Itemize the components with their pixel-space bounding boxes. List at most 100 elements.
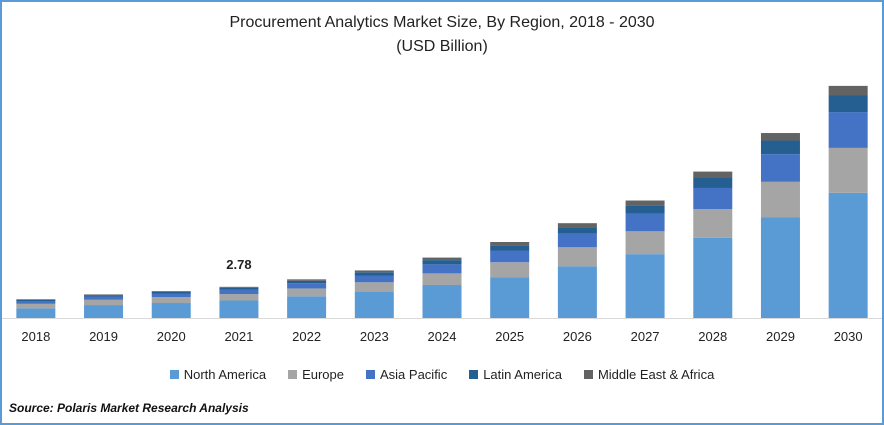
legend-swatch xyxy=(169,370,179,379)
legend-item: Latin America xyxy=(469,367,562,382)
x-tick-label: 2027 xyxy=(631,329,660,344)
legend-swatch xyxy=(583,370,593,379)
bar-segment xyxy=(16,308,56,318)
legend-label: Asia Pacific xyxy=(380,367,448,382)
bar-segment xyxy=(557,247,597,267)
bar-segment xyxy=(693,209,733,238)
bar-segment xyxy=(16,303,56,309)
bar-segment xyxy=(760,140,800,155)
bar-segment xyxy=(219,289,259,295)
bar-segment xyxy=(16,299,56,302)
x-tick-label: 2019 xyxy=(89,329,118,344)
x-tick-label: 2020 xyxy=(157,329,186,344)
bar-segment xyxy=(287,280,327,284)
bar-segment xyxy=(760,217,800,318)
bar-segment xyxy=(354,272,394,276)
bar-segment xyxy=(760,181,800,218)
legend-item: North America xyxy=(169,367,267,382)
bar-segment xyxy=(625,231,665,255)
x-tick-label: 2023 xyxy=(360,329,389,344)
bar-segment xyxy=(557,227,597,234)
bar-segment xyxy=(490,277,530,318)
bar-segment xyxy=(625,205,665,214)
bar-segment xyxy=(16,301,56,304)
bar-segment xyxy=(422,257,462,261)
legend-item: Asia Pacific xyxy=(366,367,447,382)
legend-label: Europe xyxy=(302,367,344,382)
bar-segment xyxy=(287,279,327,281)
x-tick-label: 2026 xyxy=(563,329,592,344)
bar-segment xyxy=(422,273,462,286)
bar-segment xyxy=(828,192,868,318)
bar-segment xyxy=(422,260,462,265)
bar-segment xyxy=(760,133,800,141)
bar-segment xyxy=(151,293,191,298)
legend-label: Middle East & Africa xyxy=(597,367,715,382)
bar-segment xyxy=(625,254,665,318)
bar-segment xyxy=(490,245,530,251)
x-tick-label: 2021 xyxy=(224,329,253,344)
bar-segment xyxy=(693,237,733,318)
bar-segment xyxy=(625,213,665,232)
data-label: 2.78 xyxy=(226,257,251,272)
bar-segment xyxy=(16,299,56,300)
bar-segment xyxy=(693,187,733,210)
x-tick-label: 2025 xyxy=(495,329,524,344)
bar-segment xyxy=(84,295,124,297)
x-tick-label: 2030 xyxy=(834,329,863,344)
bar-segment xyxy=(557,266,597,318)
bar-segment xyxy=(354,270,394,273)
bar-segment xyxy=(828,147,868,193)
x-tick-label: 2028 xyxy=(698,329,727,344)
bar-segment xyxy=(354,275,394,283)
bar-segment xyxy=(287,296,327,318)
legend-swatch xyxy=(469,370,479,379)
chart-subtitle: (USD Billion) xyxy=(396,38,488,55)
bar-segment xyxy=(219,300,259,318)
chart-title: Procurement Analytics Market Size, By Re… xyxy=(229,14,655,31)
bar-segment xyxy=(828,95,868,113)
bar-segment xyxy=(219,286,259,288)
bar-segment xyxy=(693,177,733,188)
bar-segment xyxy=(287,288,327,297)
bar-segment xyxy=(490,242,530,246)
bar-segment xyxy=(422,264,462,274)
bar-segment xyxy=(422,285,462,318)
bar-segment xyxy=(84,296,124,300)
bar-segment xyxy=(828,112,868,148)
bar-segment xyxy=(490,262,530,278)
x-tick-label: 2029 xyxy=(766,329,795,344)
bar-segment xyxy=(693,171,733,178)
bar-segment xyxy=(151,297,191,304)
bar-segment xyxy=(354,291,394,318)
legend-item: Middle East & Africa xyxy=(583,367,715,382)
bar-segment xyxy=(84,294,124,296)
legend-label: Latin America xyxy=(483,367,562,382)
bar-segment xyxy=(219,287,259,290)
legend-label: North America xyxy=(183,367,267,382)
chart-legend: North America Europe Asia Pacific Latin Ame… xyxy=(0,367,884,382)
bar-segment xyxy=(84,299,124,306)
bar-segment xyxy=(287,283,327,289)
bar-segment xyxy=(151,291,191,294)
bar-segment xyxy=(219,294,259,301)
source-note: Source: Polaris Market Research Analysis xyxy=(9,401,249,415)
bar-segment xyxy=(354,282,394,292)
bar-segment xyxy=(557,233,597,248)
bar-segment xyxy=(151,303,191,318)
legend-swatch xyxy=(288,370,298,379)
bar-segment xyxy=(490,250,530,263)
legend-item: Europe xyxy=(288,367,344,382)
bar-segment xyxy=(557,223,597,228)
bar-segment xyxy=(151,291,191,292)
x-tick-label: 2024 xyxy=(428,329,457,344)
x-tick-label: 2018 xyxy=(21,329,50,344)
bar-segment xyxy=(84,305,124,318)
bar-segment xyxy=(828,85,868,96)
bar-segment xyxy=(625,200,665,206)
legend-swatch xyxy=(366,370,375,379)
x-tick-label: 2022 xyxy=(292,329,321,344)
bar-segment xyxy=(760,154,800,182)
